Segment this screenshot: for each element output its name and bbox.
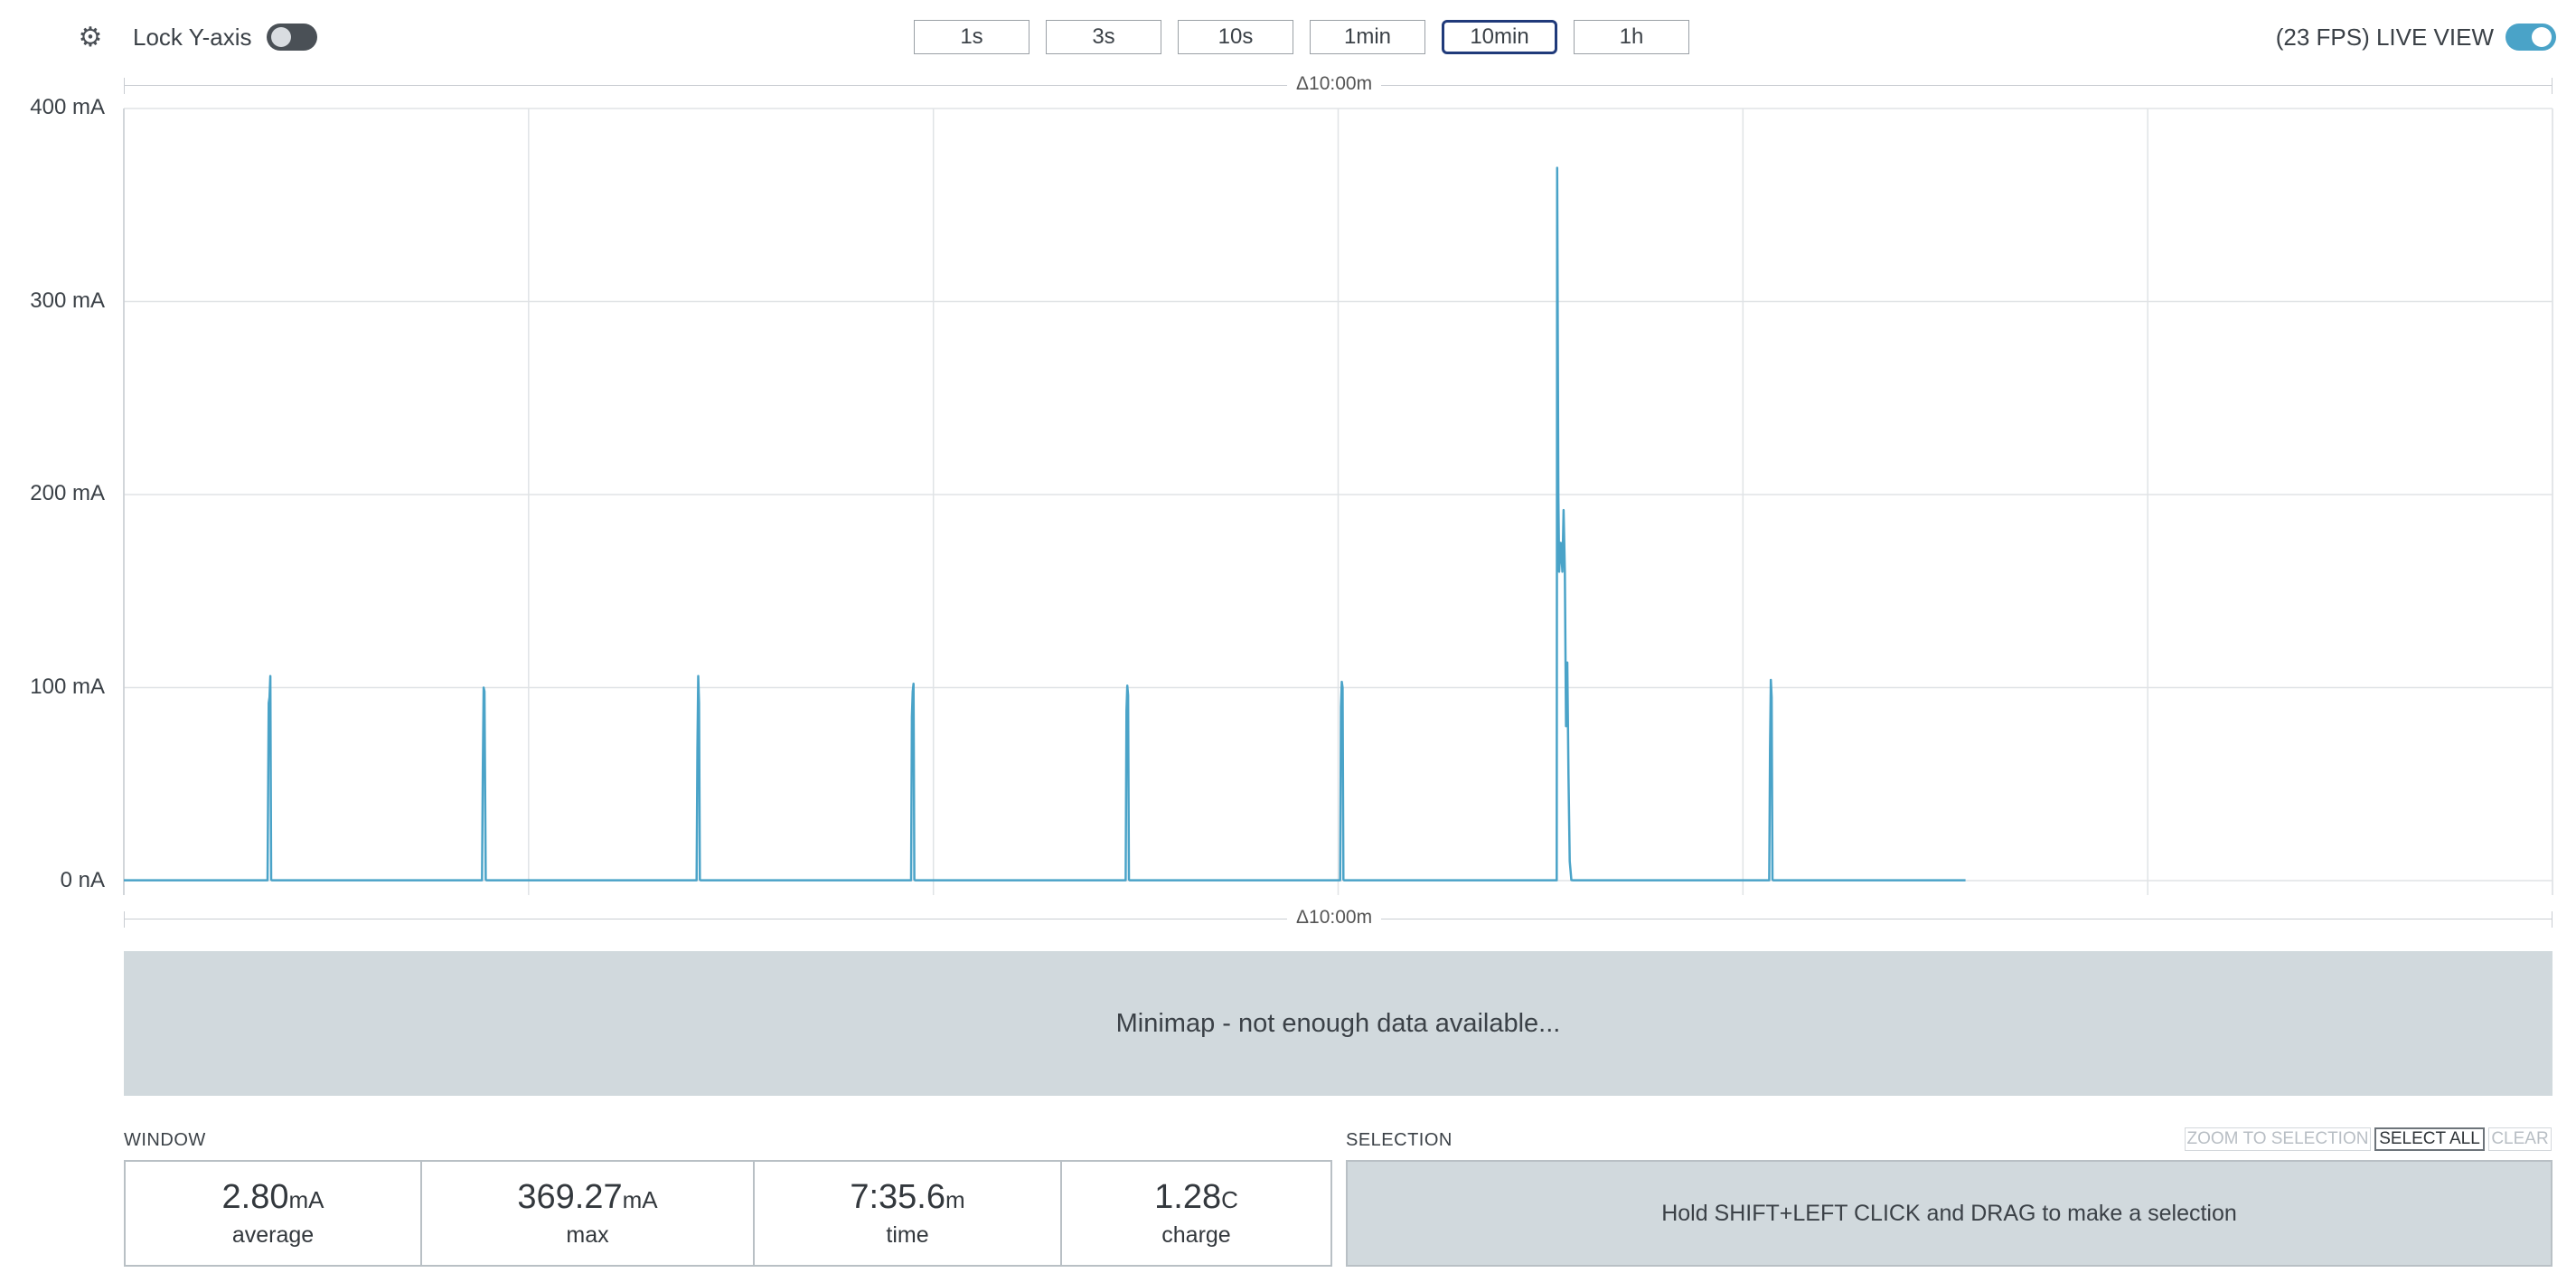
settings-gear-icon[interactable]: ⚙ xyxy=(78,23,103,52)
toggle-knob xyxy=(2532,27,2552,47)
window-delta-cap xyxy=(124,78,125,94)
stat-label: charge xyxy=(1161,1222,1231,1248)
time-button-3s[interactable]: 3s xyxy=(1046,20,1161,54)
current-trace-line xyxy=(124,166,1966,882)
stat-value: 7:35.6 xyxy=(850,1178,945,1216)
stat-unit: m xyxy=(945,1186,965,1213)
stat-label: average xyxy=(231,1222,315,1248)
current-trace-group xyxy=(124,166,1966,882)
selection-section-title: SELECTION xyxy=(1346,1130,1453,1150)
stat-value: 369.27 xyxy=(517,1178,623,1216)
toggle-knob xyxy=(271,27,291,47)
stat-value: 1.28 xyxy=(1154,1178,1222,1216)
stat-max: 369.27mA max xyxy=(422,1162,755,1265)
time-button-10min[interactable]: 10min xyxy=(1442,20,1557,54)
clear-button[interactable]: CLEAR xyxy=(2488,1127,2552,1151)
stat-label: time xyxy=(886,1222,929,1248)
lock-y-axis-toggle[interactable] xyxy=(267,24,317,51)
window-section-title: WINDOW xyxy=(124,1130,206,1150)
live-view-label: (23 FPS) LIVE VIEW xyxy=(2275,24,2494,51)
window-delta-cap xyxy=(124,911,125,928)
time-button-1min[interactable]: 1min xyxy=(1310,20,1425,54)
y-tick-label: 400 mA xyxy=(30,95,105,119)
stat-unit: mA xyxy=(622,1186,658,1213)
chart-grid xyxy=(123,108,2553,895)
stat-label: max xyxy=(566,1222,609,1248)
select-all-button[interactable]: SELECT ALL xyxy=(2374,1127,2485,1151)
stat-value: 2.80 xyxy=(221,1178,289,1216)
minimap[interactable]: Minimap - not enough data available... xyxy=(124,951,2552,1096)
y-tick-label: 0 nA xyxy=(60,868,105,892)
y-tick-label: 100 mA xyxy=(30,674,105,699)
y-tick-label: 300 mA xyxy=(30,288,105,313)
selection-panel[interactable]: Hold SHIFT+LEFT CLICK and DRAG to make a… xyxy=(1346,1160,2552,1267)
time-button-1s[interactable]: 1s xyxy=(914,20,1029,54)
time-button-1h[interactable]: 1h xyxy=(1574,20,1689,54)
window-delta-top: Δ10:00m xyxy=(1287,73,1382,95)
stat-average: 2.80mA average xyxy=(126,1162,422,1265)
minimap-message: Minimap - not enough data available... xyxy=(1115,1008,1561,1038)
window-stats: 2.80mA average 369.27mA max 7:35.6m time… xyxy=(124,1160,1332,1267)
stat-time: 7:35.6m time xyxy=(755,1162,1062,1265)
stat-charge: 1.28C charge xyxy=(1062,1162,1330,1265)
live-view-toggle[interactable] xyxy=(2505,24,2556,51)
current-chart[interactable] xyxy=(0,0,2576,913)
stat-unit: mA xyxy=(288,1186,324,1213)
zoom-to-selection-button[interactable]: ZOOM TO SELECTION xyxy=(2185,1127,2371,1151)
stat-unit: C xyxy=(1221,1186,1238,1213)
y-tick-label: 200 mA xyxy=(30,481,105,505)
selection-hint: Hold SHIFT+LEFT CLICK and DRAG to make a… xyxy=(1661,1200,2237,1226)
lock-y-axis-label: Lock Y-axis xyxy=(133,24,252,51)
window-delta-bottom: Δ10:00m xyxy=(1287,907,1382,929)
time-button-10s[interactable]: 10s xyxy=(1178,20,1293,54)
